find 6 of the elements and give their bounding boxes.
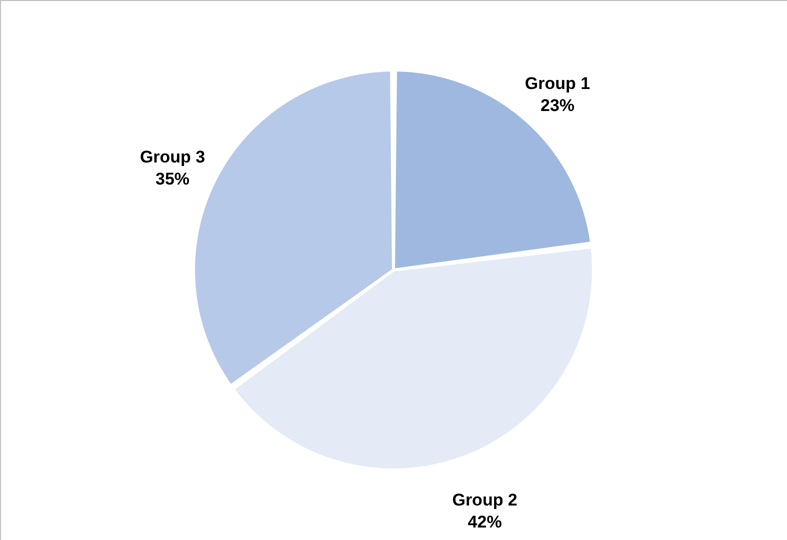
data-label: 35%	[156, 169, 190, 188]
slice-label: Group 1	[524, 74, 590, 93]
data-label: 42%	[468, 512, 502, 532]
data-label: 23%	[540, 96, 575, 115]
slice-label: Group 3	[140, 147, 206, 166]
slice-label: Group 2	[452, 490, 518, 510]
